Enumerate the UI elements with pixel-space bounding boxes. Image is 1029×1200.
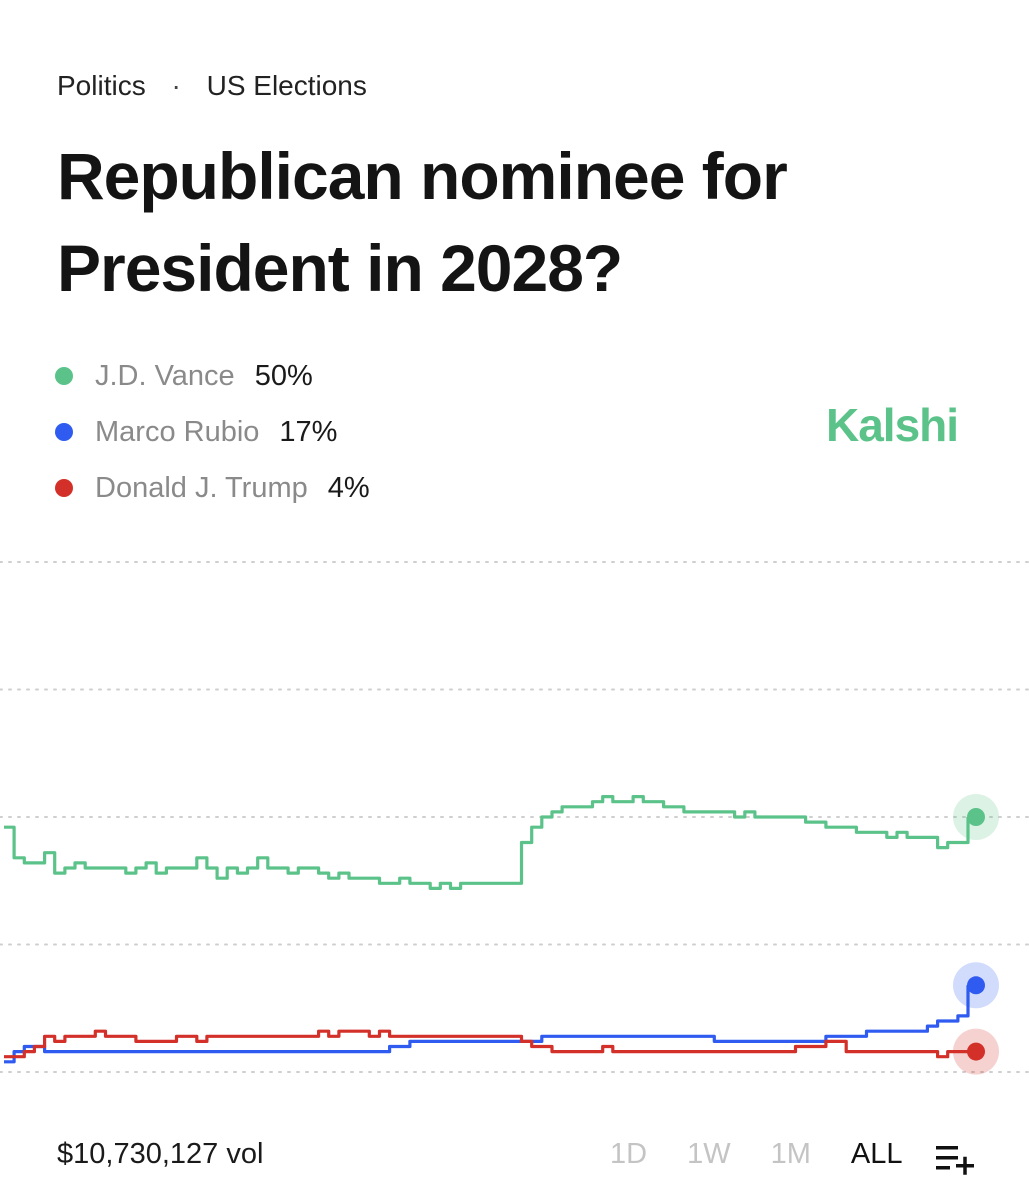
range-tab-1m[interactable]: 1M [770, 1138, 811, 1170]
volume-label: $10,730,127 vol [57, 1138, 264, 1170]
legend-name-trump: Donald J. Trump [95, 471, 308, 504]
range-tabs: 1D 1W 1M ALL [610, 1138, 942, 1171]
brand-logo: Kalshi [826, 399, 959, 451]
legend-name-vance: J.D. Vance [95, 359, 235, 392]
chart-end-markers [953, 794, 999, 1075]
end-marker-donald-j-trump[interactable] [967, 1042, 985, 1061]
chart-legend: J.D. Vance 50% Marco Rubio 17% Donald J.… [55, 348, 370, 516]
chart-footer: $10,730,127 vol 1D 1W 1M ALL [0, 1138, 1029, 1182]
legend-value-trump: 4% [327, 471, 370, 504]
chart-series [4, 795, 970, 1064]
legend-item-vance: J.D. Vance 50% [55, 348, 370, 404]
breadcrumb: Politics · US Elections [57, 70, 367, 102]
range-tab-1w[interactable]: 1W [687, 1138, 731, 1170]
chart-grid [0, 561, 1029, 1073]
range-tab-1d[interactable]: 1D [610, 1138, 648, 1170]
range-tab-all[interactable]: ALL [850, 1138, 903, 1170]
legend-dot-trump [55, 479, 73, 497]
legend-value-vance: 50% [254, 359, 313, 392]
series-line-donald-j-trump [4, 1029, 968, 1059]
legend-name-rubio: Marco Rubio [95, 415, 260, 448]
breadcrumb-subcategory[interactable]: US Elections [206, 70, 367, 101]
legend-item-trump: Donald J. Trump 4% [55, 460, 370, 516]
end-marker-j-d-vance[interactable] [967, 808, 985, 826]
series-line-marco-rubio [4, 985, 970, 1064]
series-line-j-d-vance [4, 795, 970, 890]
legend-item-rubio: Marco Rubio 17% [55, 404, 370, 460]
page-title: Republican nominee for President in 2028… [57, 139, 788, 305]
legend-dot-rubio [55, 423, 73, 441]
add-to-list-icon[interactable] [934, 1142, 976, 1176]
breadcrumb-category[interactable]: Politics [57, 70, 146, 101]
legend-dot-vance [55, 367, 73, 385]
end-marker-marco-rubio[interactable] [967, 976, 985, 995]
breadcrumb-separator: · [171, 70, 181, 101]
price-history-chart[interactable] [0, 540, 1029, 1100]
legend-value-rubio: 17% [279, 415, 338, 448]
